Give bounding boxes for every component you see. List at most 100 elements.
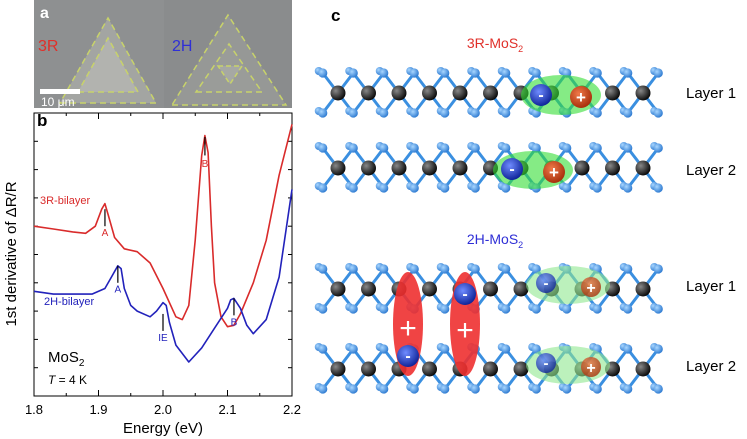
sulfur-atom: [592, 143, 602, 153]
sulfur-atom: [440, 344, 450, 354]
sulfur-atom: [653, 344, 663, 354]
sulfur-atom: [592, 384, 602, 394]
electron: [536, 273, 556, 293]
series-label-2h: 2H-bilayer: [44, 296, 94, 308]
sulfur-atom: [562, 183, 572, 193]
molybdenum-atom: [330, 85, 346, 101]
sulfur-atom: [379, 143, 389, 153]
flake-2h-label: 2H: [172, 38, 192, 55]
peak-label: B: [231, 317, 238, 328]
sulfur-atom: [470, 108, 480, 118]
panel-b-label: b: [37, 111, 47, 130]
molybdenum-atom: [361, 361, 376, 377]
hole-sign: +: [549, 163, 559, 182]
lattice-layer-2: [314, 142, 663, 193]
hole-sign: +: [576, 88, 586, 107]
sulfur-atom: [501, 108, 511, 118]
sulfur-atom: [348, 143, 358, 153]
electron-sign: -: [405, 348, 410, 365]
sulfur-atom: [623, 304, 633, 314]
molybdenum-atom: [330, 361, 346, 377]
molybdenum-atom: [452, 160, 468, 176]
panel-b: b 1.8 1.9 2.0 2.1 2.2 Energy (eV) 1st deriva…: [3, 111, 301, 437]
hole-sign: +: [586, 280, 595, 297]
sulfur-atom: [623, 344, 633, 354]
x-tick-label: 2.0: [154, 402, 172, 417]
peak-label: IE: [158, 333, 168, 344]
exciton-2h-layer1: - +: [526, 266, 610, 304]
sulfur-atom: [440, 183, 450, 193]
sulfur-atom: [531, 384, 541, 394]
sulfur-atom: [592, 304, 602, 314]
molybdenum-atom: [452, 85, 468, 101]
peak-label: B: [202, 159, 209, 170]
molybdenum-atom: [605, 85, 620, 101]
molybdenum-atom: [483, 361, 498, 377]
sulfur-atom: [531, 344, 541, 354]
sulfur-atom: [623, 68, 633, 78]
sulfur-atom: [653, 143, 663, 153]
sulfur-atom: [470, 68, 480, 78]
sulfur-atom: [562, 143, 572, 153]
title-3r-mos2: 3R-MoS2: [467, 35, 523, 54]
series-lines: [33, 124, 293, 363]
sulfur-atom: [501, 264, 511, 274]
molybdenum-atom: [513, 361, 529, 377]
sulfur-atom: [379, 344, 389, 354]
sulfur-atom: [470, 143, 480, 153]
molybdenum-atom: [635, 85, 651, 101]
electron: [536, 353, 556, 373]
molybdenum-atom: [574, 160, 590, 176]
sulfur-atom: [440, 68, 450, 78]
sulfur-atom: [348, 304, 358, 314]
x-tick-marks: [33, 113, 293, 396]
sulfur-atom: [409, 108, 419, 118]
molybdenum-atom: [422, 85, 437, 101]
sulfur-atom: [379, 304, 389, 314]
molybdenum-atom: [513, 281, 529, 297]
electron-sign: -: [462, 286, 467, 303]
sulfur-atom: [318, 143, 328, 153]
x-axis-label: Energy (eV): [123, 420, 203, 437]
peak-label: A: [102, 228, 109, 239]
temperature-value: = 4 K: [55, 373, 87, 387]
material-subscript: 2: [79, 358, 85, 369]
sulfur-atom: [348, 183, 358, 193]
sulfur-atom: [348, 264, 358, 274]
sulfur-atom: [379, 68, 389, 78]
sulfur-atom: [592, 68, 602, 78]
sulfur-atom: [318, 264, 328, 274]
sulfur-atom: [653, 108, 663, 118]
electron-sign: -: [544, 275, 549, 292]
sulfur-atom: [501, 304, 511, 314]
hole-sign: +: [586, 360, 595, 377]
hole-sign: +: [399, 312, 417, 345]
sulfur-atom: [531, 264, 541, 274]
peak-annotations: A B A IE B: [102, 137, 238, 344]
sulfur-atom: [348, 68, 358, 78]
sulfur-atom: [318, 344, 328, 354]
sulfur-atom: [440, 143, 450, 153]
electron: [454, 283, 476, 305]
molybdenum-atom: [635, 160, 651, 176]
material-name: MoS: [48, 349, 79, 366]
molybdenum-atom: [361, 85, 376, 101]
molybdenum-atom: [361, 281, 376, 297]
sulfur-atom: [440, 304, 450, 314]
sulfur-atom: [562, 384, 572, 394]
sulfur-atom: [440, 264, 450, 274]
sulfur-atom: [318, 108, 328, 118]
x-tick-label: 2.1: [218, 402, 236, 417]
molybdenum-atom: [422, 281, 437, 297]
sulfur-atom: [379, 108, 389, 118]
temperature-label: T = 4 K: [48, 373, 87, 387]
sulfur-atom: [653, 384, 663, 394]
molybdenum-atom: [483, 85, 498, 101]
sulfur-atom: [592, 183, 602, 193]
material-label: MoS2: [48, 349, 85, 369]
exciton-2h-layer2: - +: [526, 346, 610, 384]
sulfur-atom: [470, 264, 480, 274]
x-tick-label: 2.2: [283, 402, 301, 417]
sulfur-atom: [501, 384, 511, 394]
sulfur-atom: [318, 183, 328, 193]
